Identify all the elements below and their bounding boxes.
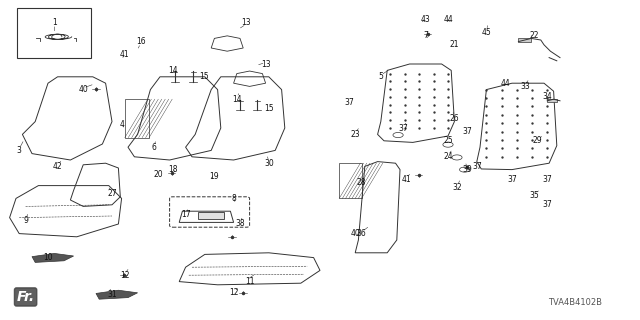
Text: 4: 4 — [119, 120, 124, 129]
Text: 27: 27 — [107, 189, 117, 198]
Text: 45: 45 — [481, 28, 492, 36]
Text: 37: 37 — [344, 98, 354, 107]
Text: 44: 44 — [443, 15, 453, 24]
Bar — [125, 99, 149, 138]
FancyBboxPatch shape — [17, 8, 91, 58]
Bar — [198, 212, 224, 219]
Text: 40: 40 — [78, 85, 88, 94]
Text: 11: 11 — [245, 277, 254, 286]
Text: 33: 33 — [520, 82, 530, 91]
Text: 29: 29 — [532, 136, 543, 145]
Text: 43: 43 — [420, 15, 431, 24]
Text: 44: 44 — [500, 79, 511, 88]
Text: 12: 12 — [120, 271, 129, 280]
Text: 21: 21 — [450, 40, 459, 49]
Bar — [547, 99, 557, 102]
Polygon shape — [32, 253, 74, 262]
Text: 41: 41 — [401, 175, 412, 184]
Text: 14: 14 — [232, 95, 242, 104]
Bar — [518, 38, 531, 42]
Text: 39: 39 — [462, 165, 472, 174]
Text: 37: 37 — [542, 175, 552, 184]
Text: 34: 34 — [542, 92, 552, 100]
Text: 36: 36 — [356, 229, 367, 238]
Bar — [339, 163, 362, 198]
Text: 26: 26 — [449, 114, 460, 123]
Text: 41: 41 — [120, 50, 130, 59]
Text: 35: 35 — [529, 191, 540, 200]
Text: 15: 15 — [198, 72, 209, 81]
Text: 40: 40 — [350, 229, 360, 238]
Text: 3: 3 — [17, 146, 22, 155]
Text: 17: 17 — [180, 210, 191, 219]
Text: 13: 13 — [260, 60, 271, 68]
Text: 15: 15 — [264, 104, 274, 113]
Text: 24: 24 — [443, 152, 453, 161]
Text: 7: 7 — [423, 31, 428, 40]
Text: 8: 8 — [231, 194, 236, 203]
Text: 38: 38 — [235, 220, 245, 228]
Text: 6: 6 — [151, 143, 156, 152]
Text: 20: 20 — [154, 170, 164, 179]
Text: 37: 37 — [472, 162, 482, 171]
Text: 42: 42 — [52, 162, 63, 171]
Text: 1: 1 — [52, 18, 57, 27]
Text: 23: 23 — [350, 130, 360, 139]
Text: 18: 18 — [168, 165, 177, 174]
Text: TVA4B4102B: TVA4B4102B — [548, 298, 602, 307]
Text: 13: 13 — [241, 18, 252, 27]
Text: 14: 14 — [168, 66, 178, 75]
Text: 22: 22 — [530, 31, 539, 40]
Text: 37: 37 — [398, 124, 408, 132]
Text: 37: 37 — [507, 175, 517, 184]
Text: 28: 28 — [357, 178, 366, 187]
Text: 19: 19 — [209, 172, 220, 180]
Text: 25: 25 — [443, 136, 453, 145]
Text: 30: 30 — [264, 159, 274, 168]
Text: 32: 32 — [452, 183, 463, 192]
Text: 12: 12 — [229, 288, 238, 297]
Text: 37: 37 — [462, 127, 472, 136]
FancyBboxPatch shape — [170, 197, 250, 227]
Text: 10: 10 — [43, 253, 53, 262]
Text: 9: 9 — [23, 216, 28, 225]
Text: 37: 37 — [542, 200, 552, 209]
Text: 5: 5 — [378, 72, 383, 81]
Text: Fr.: Fr. — [17, 290, 35, 304]
Text: 31: 31 — [107, 290, 117, 299]
Text: 16: 16 — [136, 37, 146, 46]
Polygon shape — [96, 290, 138, 299]
